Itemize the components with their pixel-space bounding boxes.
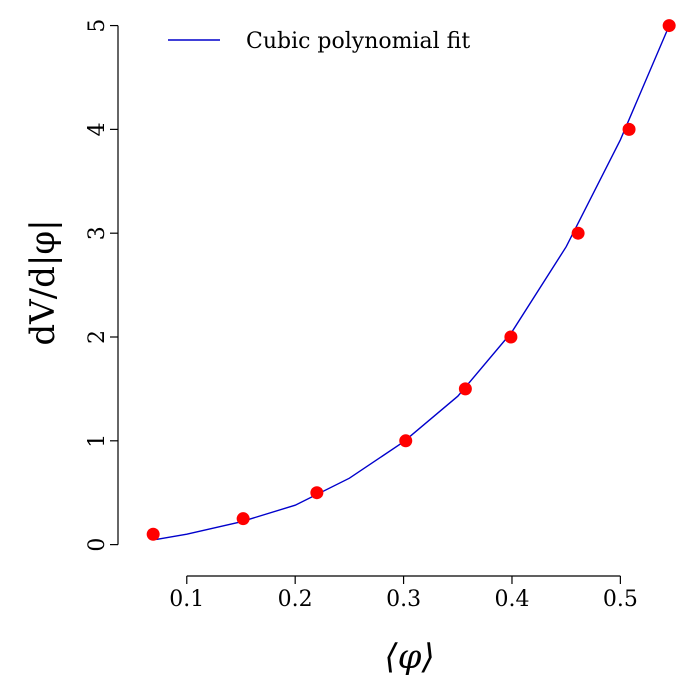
y-tick-label: 5 — [85, 19, 110, 33]
x-tick-label: 0.5 — [603, 587, 638, 612]
legend-label: Cubic polynomial fit — [246, 29, 470, 54]
x-tick-label: 0.1 — [169, 587, 204, 612]
data-point — [504, 330, 518, 344]
data-point — [310, 486, 324, 500]
data-point — [458, 382, 472, 396]
axes: 0.1 0.2 0.3 0.4 0.5 0 1 2 3 4 5 — [85, 19, 638, 612]
data-point — [146, 527, 160, 541]
y-tick-label: 2 — [85, 330, 110, 344]
x-axis-title: ⟨φ⟩ — [384, 637, 434, 677]
y-tick-label: 1 — [85, 434, 110, 448]
x-tick-label: 0.3 — [386, 587, 421, 612]
fit-curve — [156, 25, 670, 541]
data-point — [399, 434, 413, 448]
legend: Cubic polynomial fit — [168, 29, 470, 54]
x-tick-label: 0.2 — [278, 587, 313, 612]
x-tick-label: 0.4 — [494, 587, 529, 612]
y-tick-label: 3 — [85, 226, 110, 240]
data-point — [662, 19, 676, 33]
data-point — [236, 512, 250, 526]
y-tick-label: 0 — [85, 538, 110, 552]
data-point — [622, 122, 636, 136]
y-tick-label: 4 — [85, 122, 110, 136]
data-point — [571, 226, 585, 240]
y-axis-title: dV/d|φ| — [23, 219, 63, 345]
plot-area — [146, 19, 676, 541]
